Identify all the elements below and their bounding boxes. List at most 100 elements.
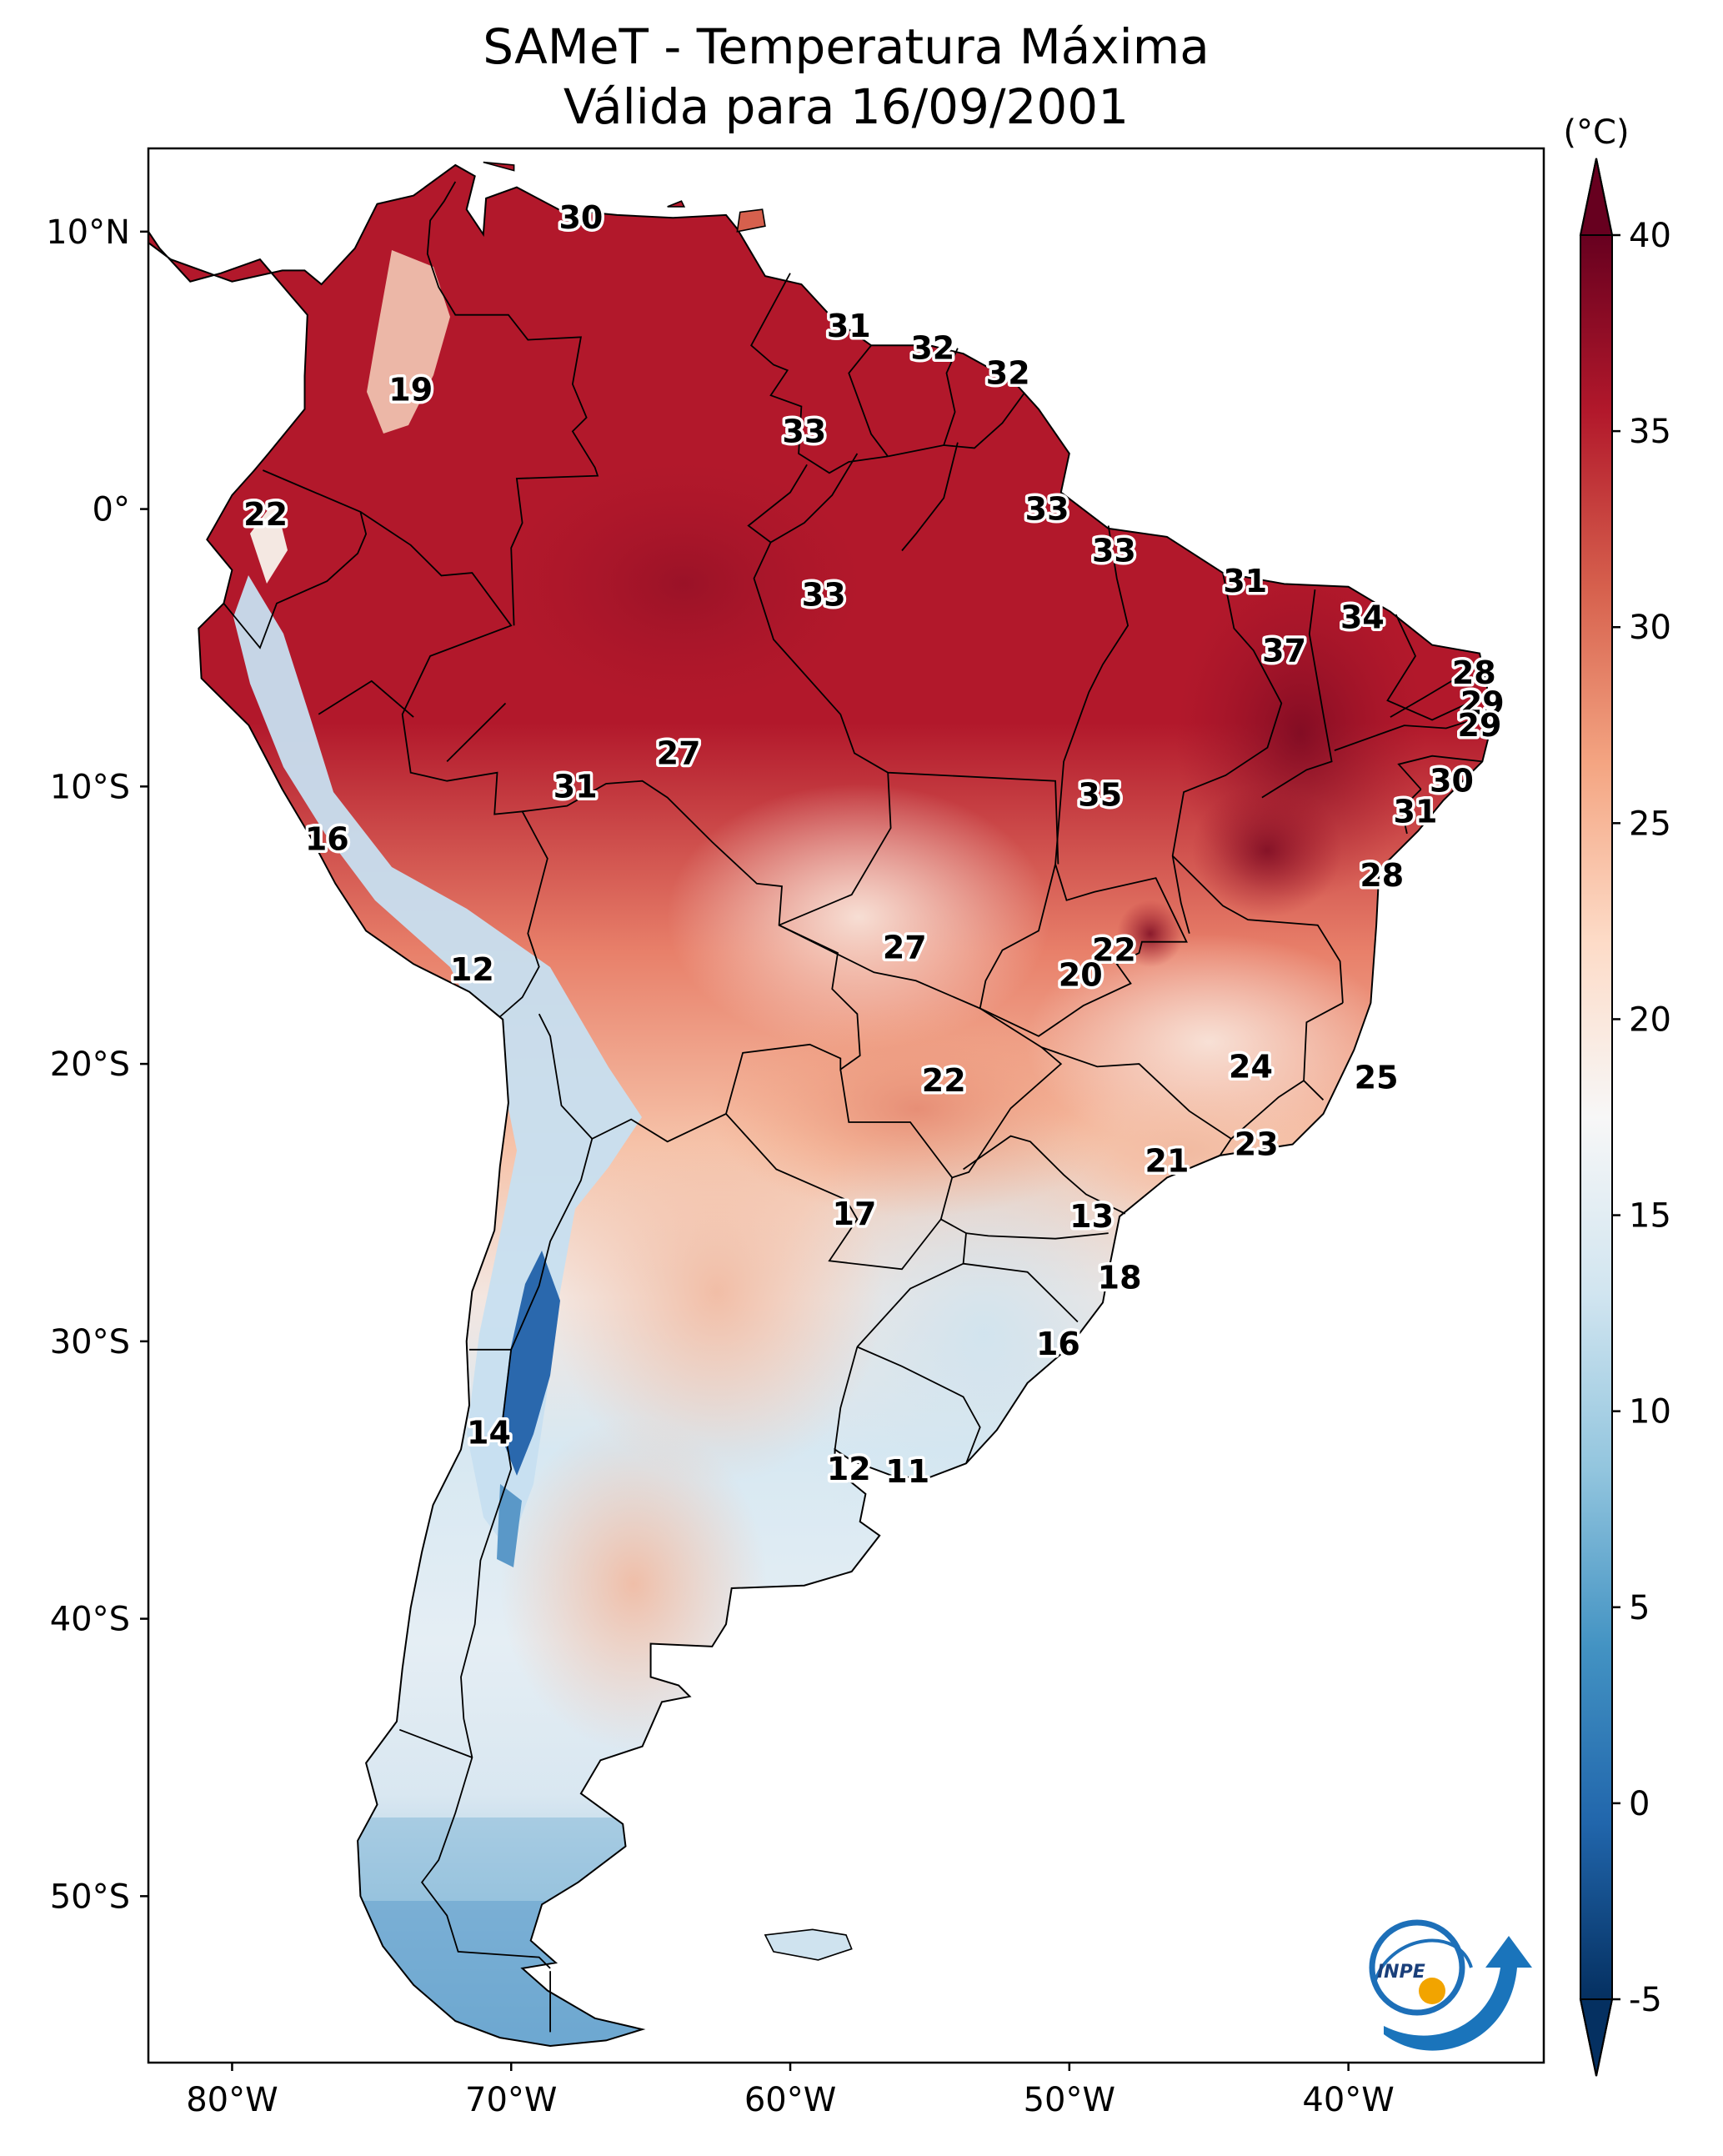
- colorbar-tick-label: 25: [1629, 805, 1671, 843]
- temperature-value: 32: [910, 330, 954, 367]
- temperature-value: 21: [1145, 1143, 1190, 1180]
- island: [483, 161, 515, 172]
- temperature-value: 16: [305, 821, 349, 858]
- border-line: [848, 344, 889, 457]
- temperature-value: 16: [1036, 1326, 1080, 1362]
- temperature-value: 34: [1340, 599, 1385, 635]
- island: [764, 1928, 853, 1961]
- border-line: [979, 864, 1188, 1037]
- border-line: [398, 1728, 473, 1758]
- temperature-value: 23: [1235, 1126, 1279, 1163]
- temperature-value: 20: [1059, 957, 1103, 994]
- colorbar: -5 0 5 10 15 20 25 30 35 40 (°C): [1563, 113, 1671, 2077]
- lat-tick-label: 50°S: [50, 1878, 130, 1916]
- longitude-ticks: 80°W 70°W 60°W 50°W 40°W: [186, 2063, 1395, 2119]
- inpe-logo: INPE: [1369, 1919, 1532, 2051]
- lat-tick-label: 10°N: [46, 213, 130, 252]
- temperature-value: 33: [1025, 491, 1069, 528]
- lon-tick-label: 40°W: [1302, 2081, 1394, 2119]
- logo-orbit-icon: [1369, 1919, 1465, 2016]
- colorbar-tick-label: 35: [1629, 413, 1671, 451]
- lat-tick-label: 10°S: [50, 768, 130, 806]
- border-line: [1303, 1002, 1344, 1101]
- border-line: [963, 1262, 1079, 1323]
- coastline: [148, 148, 1495, 2048]
- border-line: [1171, 572, 1283, 934]
- border-line: [951, 1007, 1063, 1179]
- colorbar-unit: (°C): [1563, 113, 1629, 152]
- temperature-value: 37: [1262, 632, 1306, 669]
- colorbar-tick-label: 0: [1629, 1785, 1650, 1823]
- border-line: [1054, 525, 1129, 865]
- colorbar-max-extension: [1579, 158, 1614, 236]
- lat-tick-label: 40°S: [50, 1601, 130, 1639]
- lon-tick-label: 60°W: [744, 2081, 836, 2119]
- map-frame: [147, 147, 1545, 2064]
- colorbar-gradient: [1580, 235, 1612, 1999]
- colorbar-tick-label: -5: [1629, 1981, 1662, 2019]
- island: [736, 208, 766, 233]
- temperature-value: 12: [450, 951, 494, 988]
- lat-tick-label: 0°: [93, 491, 130, 529]
- temperature-value: 28: [1452, 654, 1496, 691]
- logo-arrow-icon: [1384, 1936, 1532, 2051]
- colorbar-tick-label: 40: [1629, 217, 1671, 255]
- temperature-value: 30: [1430, 763, 1474, 800]
- temperature-value: 28: [1360, 857, 1404, 894]
- border-line: [426, 181, 599, 626]
- temperature-value: 33: [782, 413, 826, 449]
- logo-text: INPE: [1377, 1962, 1425, 1983]
- border-line: [779, 772, 892, 926]
- colorbar-tick-label: 15: [1629, 1197, 1671, 1236]
- map-title-line1: SAMeT - Temperatura Máxima: [483, 18, 1210, 75]
- border-line: [834, 1346, 859, 1450]
- temperature-value: 33: [802, 577, 846, 614]
- temperature-value: 31: [1394, 793, 1438, 830]
- border-line: [943, 348, 959, 446]
- border-line: [420, 1138, 594, 1969]
- temperature-value: 27: [657, 735, 701, 771]
- border-line: [1390, 664, 1480, 718]
- temperature-value: 19: [388, 372, 433, 409]
- border-line: [1334, 713, 1491, 751]
- border-line: [963, 1135, 1126, 1215]
- temperature-value: 29: [1460, 685, 1505, 722]
- temperature-value: 22: [1092, 932, 1136, 969]
- temperature-value: 29: [1458, 707, 1502, 744]
- border-line: [1261, 589, 1333, 799]
- colorbar-min-extension: [1579, 1998, 1614, 2077]
- border-line: [223, 469, 368, 649]
- border-line: [779, 924, 981, 1010]
- border-line: [1230, 1080, 1305, 1140]
- border-line: [1386, 614, 1475, 721]
- temperature-value: 31: [1223, 563, 1267, 599]
- border-line: [750, 273, 889, 474]
- border-line: [359, 511, 548, 1018]
- colorbar-tick-label: 5: [1629, 1589, 1650, 1627]
- temperature-value: 18: [1098, 1259, 1142, 1296]
- andes-deep-cold: [500, 1251, 560, 1476]
- temperature-value: 25: [1355, 1060, 1399, 1096]
- temperature-value: 17: [833, 1196, 877, 1232]
- lon-tick-label: 70°W: [465, 2081, 557, 2119]
- border-line: [1041, 1046, 1233, 1156]
- border-line: [725, 1069, 954, 1271]
- colorbar-tick-label: 10: [1629, 1393, 1671, 1431]
- border-line: [965, 1232, 1109, 1240]
- lat-tick-label: 20°S: [50, 1045, 130, 1084]
- island: [667, 200, 686, 208]
- lon-tick-label: 50°W: [1024, 2081, 1115, 2119]
- lon-tick-label: 80°W: [186, 2081, 278, 2119]
- islands: [483, 161, 853, 1961]
- lat-tick-label: 30°S: [50, 1323, 130, 1361]
- map-title-line2: Válida para 16/09/2001: [563, 78, 1129, 135]
- border-line: [522, 780, 861, 1143]
- border-line: [318, 679, 414, 718]
- border-line: [1400, 789, 1422, 835]
- latitude-ticks: 10°N 0° 10°S 20°S 30°S 40°S 50°S: [46, 213, 148, 1916]
- border-line: [857, 1346, 981, 1464]
- temperature-value: 12: [827, 1451, 871, 1487]
- temperature-value: 24: [1229, 1048, 1273, 1085]
- temperature-value: 33: [1092, 533, 1136, 569]
